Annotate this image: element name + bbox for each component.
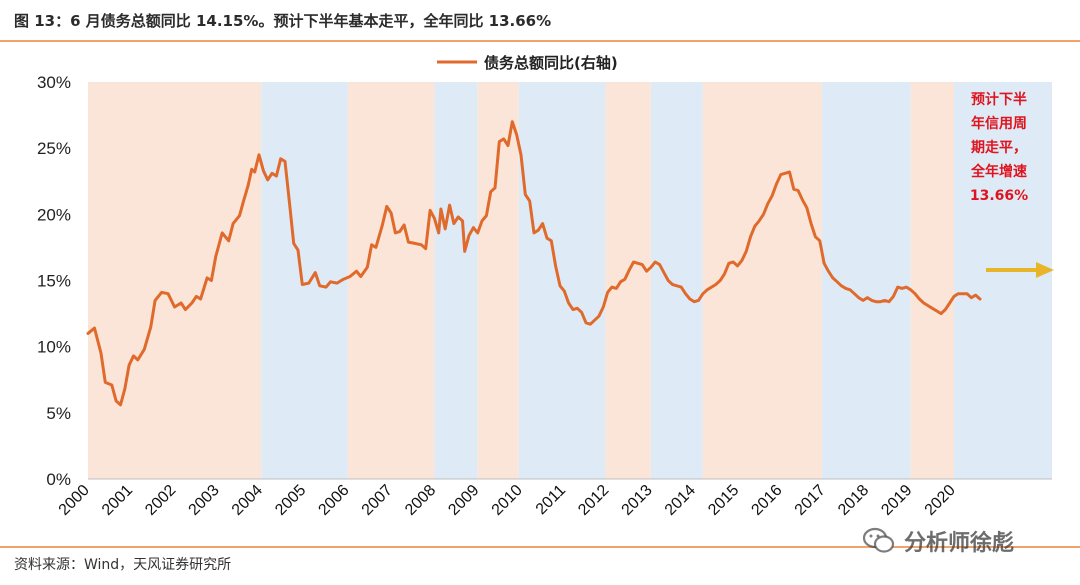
- forecast-arrow: [986, 262, 1054, 278]
- legend: 债务总额同比(右轴): [437, 54, 618, 72]
- chart-title: 图 13：6 月债务总额同比 14.15%。预计下半年基本走平，全年同比 13.…: [14, 12, 552, 30]
- x-tick-label: 2013: [619, 482, 656, 519]
- x-tick-label: 2001: [99, 482, 136, 519]
- y-tick-label: 25%: [37, 139, 71, 158]
- shaded-band-7: [650, 82, 703, 479]
- x-tick-label: 2011: [533, 482, 569, 518]
- x-tick-label: 2009: [445, 482, 482, 519]
- shaded-band-6: [605, 82, 651, 479]
- legend-label: 债务总额同比(右轴): [484, 54, 618, 72]
- annotation-line: 全年增速: [970, 163, 1027, 180]
- watermark: 分析师徐彪: [862, 523, 1072, 559]
- x-tick-label: 2003: [186, 482, 223, 519]
- annotation-line: 年信用周: [971, 115, 1027, 132]
- x-tick-label: 2019: [878, 482, 915, 519]
- shaded-band-1: [261, 82, 348, 479]
- x-tick-label: 2020: [922, 482, 959, 519]
- shaded-band-3: [434, 82, 478, 479]
- shaded-band-2: [347, 82, 435, 479]
- x-tick-label: 2002: [142, 482, 179, 519]
- y-tick-label: 20%: [37, 205, 71, 224]
- shaded-band-0: [88, 82, 262, 479]
- x-tick-label: 2007: [359, 482, 396, 519]
- annotation-line: 预计下半: [971, 91, 1027, 108]
- x-tick-label: 2014: [662, 482, 699, 519]
- x-axis: 2000 2001 2002 2003 2004 2005 2006 2007 2008 2009…: [56, 478, 1052, 519]
- x-tick-label: 2010: [489, 482, 526, 519]
- line-chart: 0% 5% 10% 15% 20% 25% 30% 2000 2001 2002 2003 2004…: [37, 54, 1054, 519]
- y-tick-label: 0%: [46, 470, 71, 489]
- x-tick-label: 2016: [748, 482, 785, 519]
- x-tick-label: 2005: [272, 482, 309, 519]
- watermark-text: 分析师徐彪: [904, 531, 1015, 556]
- shaded-band-5: [518, 82, 606, 479]
- x-tick-label: 2018: [835, 482, 872, 519]
- bottom-divider: [0, 546, 1080, 548]
- x-tick-label: 2006: [315, 482, 352, 519]
- x-tick-label: 2008: [402, 482, 439, 519]
- wechat-icon: [862, 527, 895, 553]
- y-axis: 0% 5% 10% 15% 20% 25% 30%: [37, 73, 71, 489]
- shaded-periods: [88, 82, 1052, 479]
- annotation-line: 期走平，: [971, 140, 1027, 156]
- x-tick-label: 2012: [575, 482, 612, 519]
- shaded-band-11: [954, 82, 1052, 479]
- y-tick-label: 15%: [37, 272, 71, 291]
- x-tick-label: 2004: [229, 482, 266, 519]
- annotation-line: 13.66%: [970, 188, 1028, 204]
- x-tick-label: 2017: [792, 482, 829, 519]
- shaded-band-10: [910, 82, 954, 479]
- top-divider: [0, 40, 1080, 42]
- shaded-band-8: [702, 82, 822, 479]
- y-tick-label: 5%: [46, 404, 71, 423]
- series-line-debt-yoy: [86, 120, 982, 407]
- y-tick-label: 30%: [37, 73, 71, 92]
- x-tick-label: 2015: [705, 482, 742, 519]
- y-tick-label: 10%: [37, 338, 71, 357]
- source-note: 资料来源：Wind，天风证券研究所: [14, 557, 232, 573]
